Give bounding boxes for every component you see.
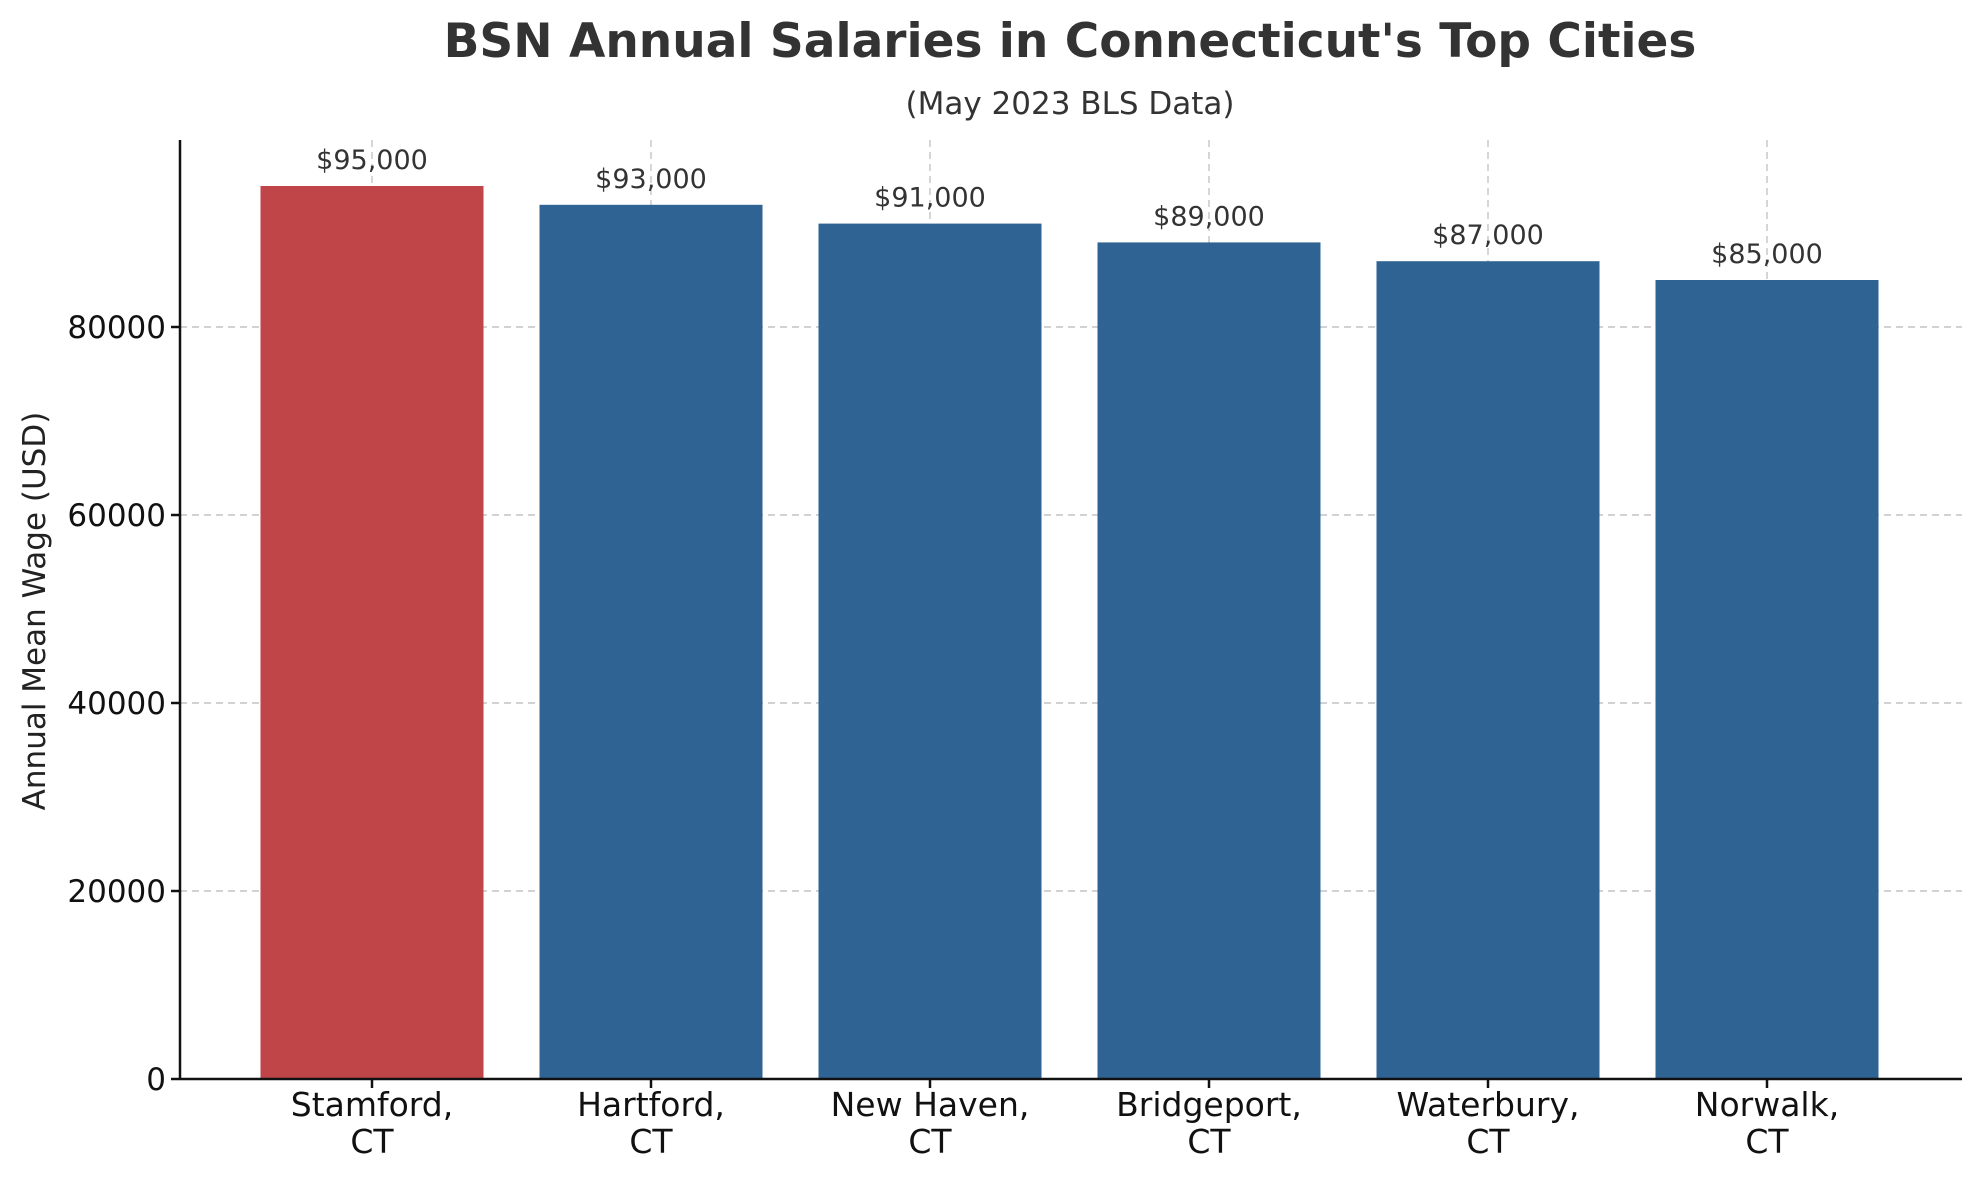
chart-title: BSN Annual Salaries in Connecticut's Top… (444, 14, 1697, 69)
bar-value-label: $87,000 (1432, 220, 1544, 251)
y-tick-label: 20000 (67, 874, 166, 910)
chart-subtitle: (May 2023 BLS Data) (906, 86, 1235, 122)
x-tick-label: Waterbury, (1397, 1085, 1580, 1124)
x-tick-label: CT (629, 1122, 673, 1161)
y-axis-label: Annual Mean Wage (USD) (17, 412, 53, 811)
x-tick-label: CT (1745, 1122, 1789, 1161)
x-tick-label: CT (908, 1122, 952, 1161)
y-tick-label: 80000 (67, 310, 166, 346)
bar-value-label: $91,000 (874, 183, 986, 214)
x-tick-label: Stamford, (291, 1085, 454, 1124)
bar (1655, 280, 1879, 1079)
y-tick-label: 0 (146, 1062, 166, 1098)
bar-layer (260, 186, 1879, 1080)
axis-layer: 020000400006000080000Stamford,CTHartford… (67, 140, 1962, 1161)
x-tick-label: CT (1187, 1122, 1231, 1161)
bar (260, 186, 484, 1079)
x-tick-label: Bridgeport, (1116, 1085, 1302, 1124)
bar (539, 204, 763, 1080)
x-tick-label: New Haven, (831, 1085, 1030, 1124)
label-layer: $95,000 $93,000 $91,000 $89,000 $87,000 $85,0… (316, 145, 1823, 270)
bar (818, 223, 1042, 1080)
y-tick-label: 60000 (67, 498, 166, 534)
x-tick-label: CT (1466, 1122, 1510, 1161)
x-tick-label: Hartford, (577, 1085, 725, 1124)
bar (1097, 242, 1321, 1079)
bar (1376, 261, 1600, 1079)
x-tick-label: CT (350, 1122, 394, 1161)
bar-value-label: $93,000 (595, 164, 707, 195)
bar-value-label: $89,000 (1153, 201, 1265, 232)
bar-value-label: $95,000 (316, 145, 428, 176)
y-tick-label: 40000 (67, 686, 166, 722)
x-tick-label: Norwalk, (1695, 1085, 1839, 1124)
bar-value-label: $85,000 (1711, 239, 1823, 270)
